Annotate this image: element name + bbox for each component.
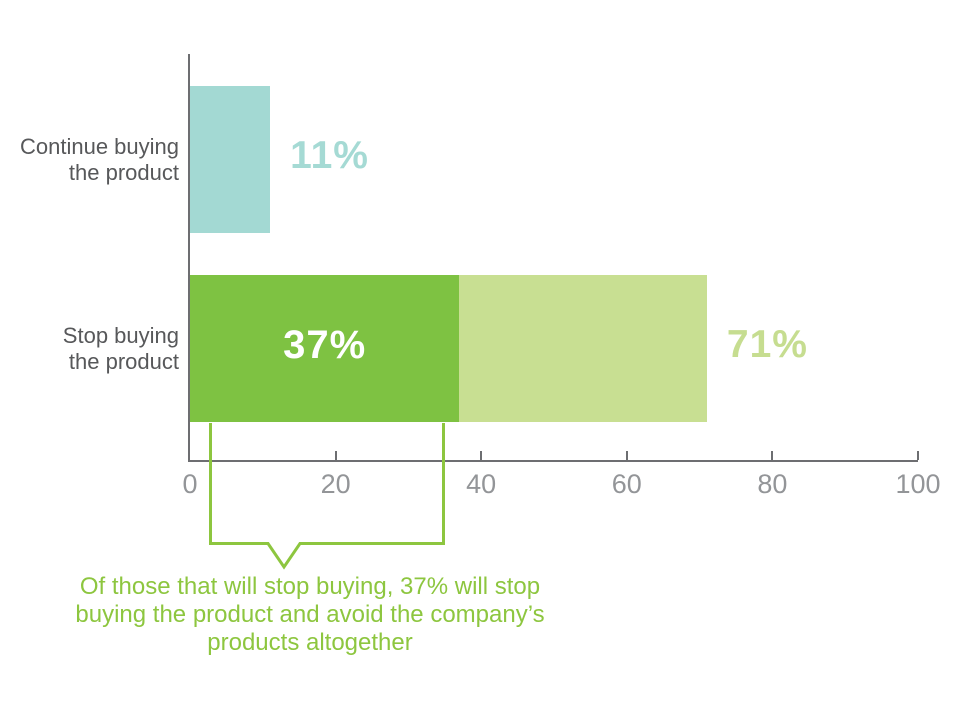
tick-label-80: 80 [757,469,788,499]
bar-segment-row0-0 [190,86,271,233]
category-label-line: Stop buying [62,322,179,348]
annotation-line: buying the product and avoid the company… [75,601,545,628]
category-label-row0: Continue buying the product [0,134,179,186]
value-label-inside: 37% [283,322,367,367]
tick-mark-80 [771,451,774,460]
bar-segment-row1-0: 37% [190,275,460,422]
tick-mark-60 [625,451,628,460]
tick-label-60: 60 [611,469,642,499]
tick-mark-100 [917,451,919,460]
category-label-line: Continue buying [19,133,179,159]
tick-mark-40 [480,451,483,460]
y-axis [188,54,190,462]
annotation-line: products altogether [207,629,413,656]
bar-segment-row1-1 [459,275,707,422]
category-label-row1: Stop buying the product [0,323,179,375]
value-label-outside: 71% [726,322,808,366]
tick-label-20: 20 [320,469,351,499]
x-axis [188,460,918,462]
value-label-outside: 11% [290,133,369,177]
tick-mark-20 [334,451,337,460]
tick-label-100: 100 [895,469,941,499]
annotation-line: Of those that will stop buying, 37% will… [79,573,541,600]
category-label-line: the product [68,348,179,374]
category-label-line: the product [68,159,179,185]
annotation-text: Of those that will stop buying, 37% will… [40,573,580,657]
tick-label-0: 0 [182,469,198,499]
tick-label-40: 40 [466,469,497,499]
